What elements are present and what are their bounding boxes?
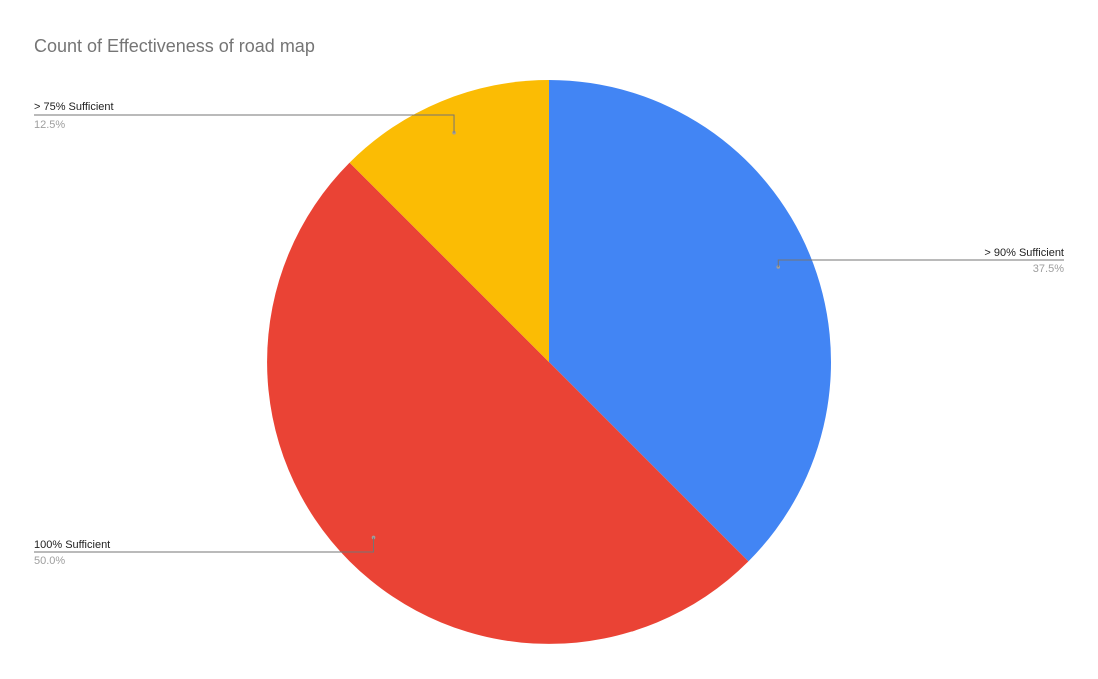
slice-label-2: > 75% Sufficient bbox=[34, 101, 114, 113]
leader-line-0 bbox=[777, 259, 1064, 268]
slice-label-1: 100% Sufficient bbox=[34, 539, 110, 551]
slice-percent-2: 12.5% bbox=[34, 119, 65, 131]
slice-percent-1: 50.0% bbox=[34, 555, 65, 567]
slice-label-0: > 90% Sufficient bbox=[984, 247, 1064, 259]
leader-line-2 bbox=[34, 114, 455, 133]
pie-slices bbox=[267, 80, 831, 644]
slice-labels: > 90% Sufficient 37.5% 100% Sufficient 50.0… bbox=[34, 101, 1064, 567]
slice-percent-0: 37.5% bbox=[1033, 263, 1064, 275]
pie-slice-0[interactable] bbox=[549, 80, 831, 562]
pie-slice-2[interactable] bbox=[349, 80, 549, 362]
chart-title: Count of Effectiveness of road map bbox=[34, 36, 315, 56]
leader-line-1 bbox=[34, 537, 375, 553]
pie-slice-1[interactable] bbox=[267, 162, 749, 644]
